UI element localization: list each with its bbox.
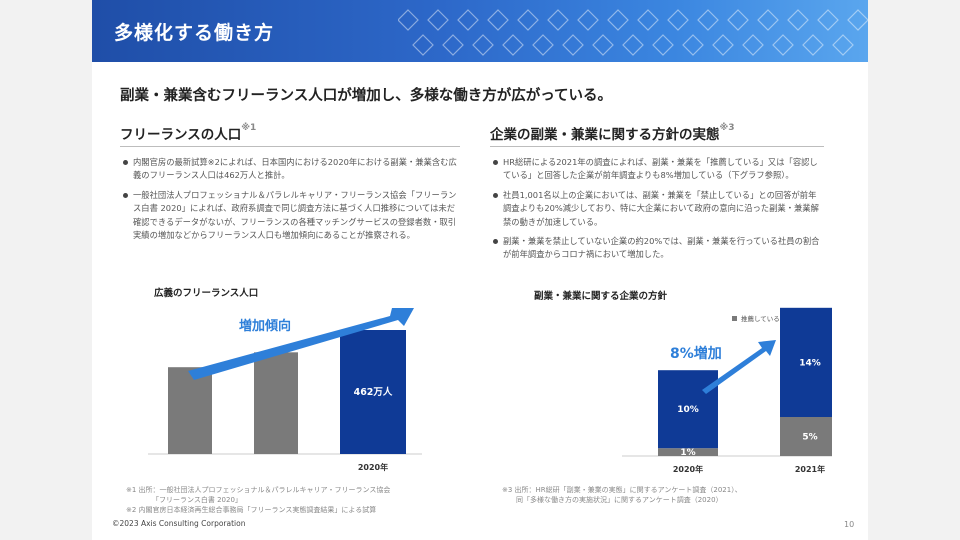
trend-label: 増加傾向 [239, 318, 291, 334]
data-label: 1% [680, 448, 695, 458]
data-label: 14% [799, 358, 821, 368]
legend-swatch [732, 316, 737, 321]
slide-header: 多様化する働き方 [92, 0, 868, 62]
left-section-heading: フリーランスの人口※1 [120, 123, 256, 143]
data-label: 462万人 [354, 386, 393, 398]
legend-label: 推薦している [741, 314, 780, 323]
right-heading-note: ※3 [719, 123, 735, 133]
bar [168, 367, 212, 454]
trend-arrow-icon [188, 308, 414, 380]
left-heading-text: フリーランスの人口 [120, 127, 242, 143]
list-item: 社員1,001名以上の企業においては、副業・兼業を「禁止している」との回答が前年… [492, 189, 822, 229]
right-footnotes: ※3 出所：HR総研「副業・兼業の実態」に関するアンケート調査（2021）、 同… [502, 485, 742, 505]
copyright: ©2023 Axis Consulting Corporation [112, 519, 246, 528]
left-margin [0, 0, 92, 540]
left-footnotes: ※1 出所：一般社団法人プロフェッショナル＆パラレルキャリア・フリーランス協会 … [126, 485, 390, 515]
list-item: HR総研による2021年の調査によれば、副業・兼業を「推薦している」又は「容認し… [492, 156, 822, 183]
page-number: 10 [844, 520, 855, 529]
lead-statement: 副業・兼業含むフリーランス人口が増加し、多様な働き方が広がっている。 [120, 88, 612, 104]
bar-segment [780, 417, 832, 456]
right-margin [868, 0, 960, 540]
right-divider [490, 146, 824, 147]
data-label: 10% [677, 405, 699, 415]
bar-segment [658, 370, 718, 449]
data-label: 5% [802, 433, 817, 443]
footnote: 「フリーランス白書 2020」 [152, 496, 242, 504]
page-title: 多様化する働き方 [114, 22, 275, 44]
footnote: 同「多様な働き方の実施状況」に関するアンケート調査（2020） [516, 496, 723, 504]
left-bullet-list: 内閣官房の最新試算※2によれば、日本国内における2020年における副業・兼業含む… [122, 156, 458, 248]
left-heading-note: ※1 [241, 123, 257, 133]
bar-segment [658, 448, 718, 456]
tick-label: 2021年 [795, 464, 825, 474]
right-section-heading: 企業の副業・兼業に関する方針の実態※3 [490, 123, 735, 143]
left-chart-title: 広義のフリーランス人口 [154, 288, 259, 299]
right-bullet-list: HR総研による2021年の調査によれば、副業・兼業を「推薦している」又は「容認し… [492, 156, 822, 268]
right-chart-title: 副業・兼業に関する企業の方針 [534, 291, 668, 302]
list-item: 内閣官房の最新試算※2によれば、日本国内における2020年における副業・兼業含む… [122, 156, 458, 183]
increase-arrow-icon [702, 340, 776, 394]
tick-label: 2020年 [673, 464, 703, 474]
slide: 多様化する働き方 副業・兼業含むフリーランス人口が増加し、多様な働き方が広がって… [92, 0, 868, 540]
increase-label: 8%増加 [670, 345, 722, 362]
tick-label: 2020年 [358, 462, 388, 472]
list-item: 一般社団法人プロフェッショナル＆パラレルキャリア・フリーランス協会「フリーランス… [122, 189, 458, 243]
freelance-population-chart: 462万人 2020年 増加傾向 [148, 308, 422, 472]
header-pattern [398, 9, 868, 56]
bar [254, 352, 298, 454]
bar [340, 330, 406, 454]
bar-segment [780, 307, 832, 417]
footnote: ※2 内閣官房日本経済再生総合事務局「フリーランス実態調査結果」による試算 [126, 506, 377, 514]
right-heading-text: 企業の副業・兼業に関する方針の実態 [490, 127, 720, 143]
footnote: ※1 出所：一般社団法人プロフェッショナル＆パラレルキャリア・フリーランス協会 [126, 486, 391, 494]
list-item: 副業・兼業を禁止していない企業の約20%では、副業・兼業を行っている社員の割合が… [492, 235, 822, 262]
left-divider [120, 146, 460, 147]
footnote: ※3 出所：HR総研「副業・兼業の実態」に関するアンケート調査（2021）、 [502, 486, 742, 494]
